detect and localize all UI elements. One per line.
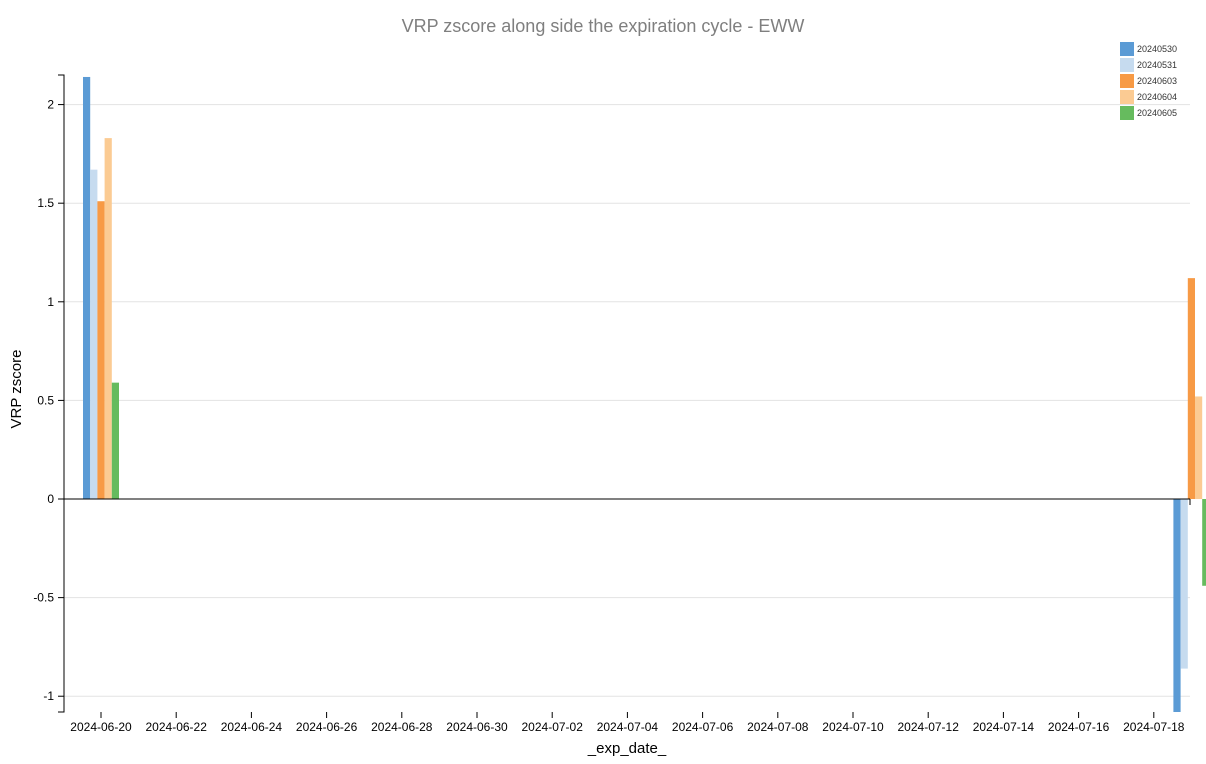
bar (104, 138, 112, 500)
y-tick-label: 2 (47, 98, 54, 112)
x-tick-label: 2024-06-20 (70, 720, 132, 734)
x-tick-label: 2024-07-18 (1123, 720, 1185, 734)
y-tick-label: 0.5 (37, 393, 54, 407)
x-tick-label: 2024-07-04 (597, 720, 659, 734)
y-tick-label: 1.5 (37, 196, 54, 210)
legend-swatch[interactable] (1120, 58, 1134, 72)
y-tick-label: 0 (47, 492, 54, 506)
x-axis-label: _exp_date_ (587, 740, 667, 757)
legend-label[interactable]: 20240530 (1137, 44, 1177, 54)
y-tick-label: 1 (47, 295, 54, 309)
bar (90, 169, 98, 500)
x-tick-label: 2024-06-28 (371, 720, 433, 734)
x-tick-label: 2024-07-10 (822, 720, 884, 734)
y-tick-label: -1 (43, 689, 54, 703)
x-tick-label: 2024-07-06 (672, 720, 734, 734)
x-tick-label: 2024-06-22 (146, 720, 208, 734)
x-tick-label: 2024-07-08 (747, 720, 809, 734)
legend-label[interactable]: 20240605 (1137, 108, 1177, 118)
legend-swatch[interactable] (1120, 74, 1134, 88)
x-tick-label: 2024-06-30 (446, 720, 508, 734)
chart-title: VRP zscore along side the expiration cyc… (402, 16, 805, 36)
bar (1180, 499, 1188, 669)
legend-swatch[interactable] (1120, 90, 1134, 104)
bar (111, 382, 119, 500)
legend-label[interactable]: 20240531 (1137, 60, 1177, 70)
y-axis-ticks: -1 -0.5 0 0.5 1 1.5 2 (33, 98, 64, 703)
bar (97, 201, 105, 500)
bar (83, 76, 91, 500)
x-axis-ticks: 2024-06-20 2024-06-22 2024-06-24 2024-06-26… (70, 712, 1185, 734)
legend-label[interactable]: 20240604 (1137, 92, 1177, 102)
bar (1195, 396, 1203, 500)
x-tick-label: 2024-07-16 (1048, 720, 1110, 734)
x-tick-label: 2024-06-26 (296, 720, 358, 734)
legend-swatch[interactable] (1120, 106, 1134, 120)
bar (1187, 278, 1195, 500)
y-axis-label: VRP zscore (8, 350, 25, 429)
bars (83, 76, 1206, 712)
gridlines (64, 104, 1190, 697)
y-axis-line (58, 74, 65, 713)
axes (58, 74, 1191, 713)
legend-swatch[interactable] (1120, 42, 1134, 56)
y-tick-label: -0.5 (33, 591, 54, 605)
legend[interactable]: 20240530 20240531 20240603 20240604 20240605 (1120, 42, 1177, 120)
bar (1173, 499, 1181, 712)
x-tick-label: 2024-06-24 (221, 720, 283, 734)
x-tick-label: 2024-07-12 (898, 720, 960, 734)
x-tick-label: 2024-07-02 (522, 720, 584, 734)
x-tick-label: 2024-07-14 (973, 720, 1035, 734)
bar (1202, 499, 1206, 586)
legend-label[interactable]: 20240603 (1137, 76, 1177, 86)
